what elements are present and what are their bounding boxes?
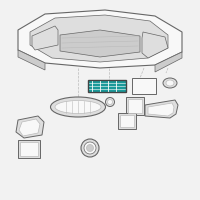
Ellipse shape xyxy=(86,144,94,152)
Polygon shape xyxy=(32,26,58,50)
Polygon shape xyxy=(120,115,134,127)
Ellipse shape xyxy=(50,97,106,117)
Polygon shape xyxy=(118,113,136,129)
Polygon shape xyxy=(132,78,156,94)
Polygon shape xyxy=(18,140,40,158)
Polygon shape xyxy=(145,100,178,118)
Polygon shape xyxy=(126,97,144,115)
Ellipse shape xyxy=(166,80,174,86)
Ellipse shape xyxy=(108,99,112,104)
Polygon shape xyxy=(128,99,142,113)
Polygon shape xyxy=(20,142,38,156)
Ellipse shape xyxy=(106,98,114,106)
Polygon shape xyxy=(18,10,182,68)
Polygon shape xyxy=(142,32,168,58)
Polygon shape xyxy=(19,119,40,136)
Ellipse shape xyxy=(163,78,177,88)
Polygon shape xyxy=(18,50,45,70)
Polygon shape xyxy=(30,15,168,62)
Polygon shape xyxy=(16,116,44,138)
Ellipse shape xyxy=(84,142,96,154)
Ellipse shape xyxy=(55,100,101,114)
Ellipse shape xyxy=(81,139,99,157)
Polygon shape xyxy=(148,103,174,116)
Polygon shape xyxy=(60,30,140,57)
Polygon shape xyxy=(155,52,182,72)
Polygon shape xyxy=(88,80,126,92)
